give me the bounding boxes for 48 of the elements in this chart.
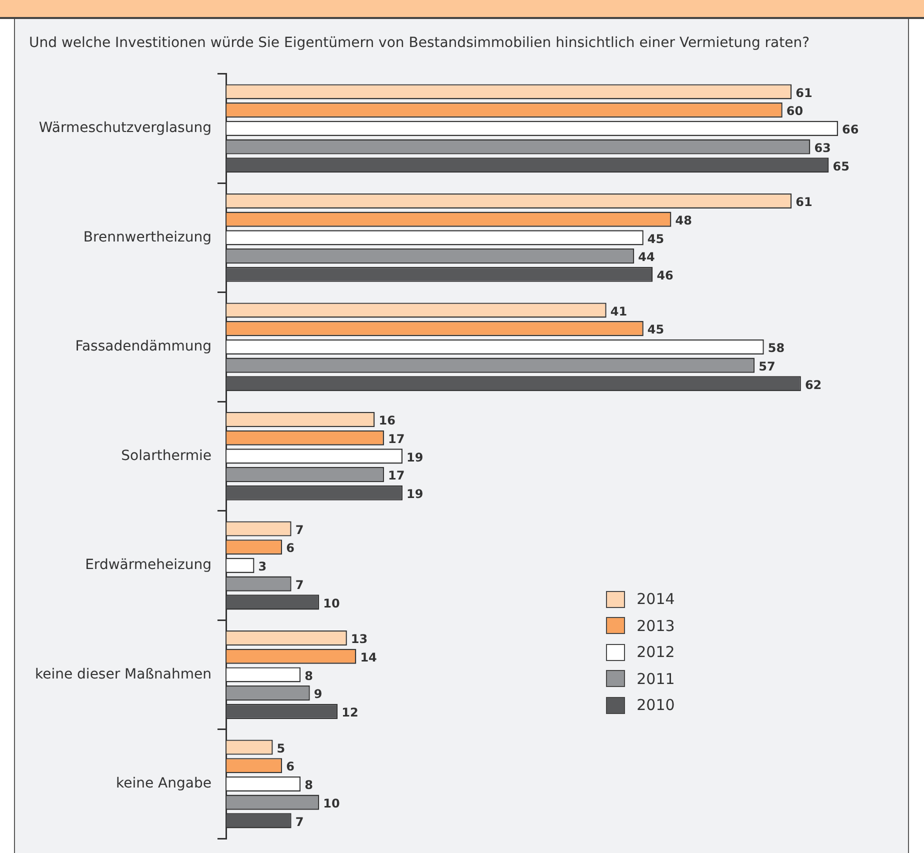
data-label: 57 bbox=[758, 359, 776, 374]
data-label: 66 bbox=[842, 122, 859, 137]
data-label: 5 bbox=[276, 741, 286, 756]
legend-label: 2014 bbox=[636, 590, 675, 608]
legend-label: 2010 bbox=[636, 696, 675, 714]
y-tick-label: Solarthermie bbox=[121, 448, 212, 464]
data-label: 46 bbox=[656, 268, 674, 283]
data-label: 8 bbox=[304, 668, 313, 683]
y-tick-label: Brennwertheizung bbox=[83, 229, 212, 246]
data-label: 60 bbox=[786, 104, 804, 118]
data-label: 48 bbox=[675, 213, 692, 228]
data-label: 9 bbox=[314, 687, 322, 702]
data-label: 63 bbox=[814, 140, 831, 155]
data-label: 16 bbox=[378, 414, 396, 428]
chart-subtitle: Und welche Investitionen würde Sie Eigentümern von Bestandsimmobilien hinsichtlich einer Vermietung raten? bbox=[29, 35, 810, 52]
data-label: 7 bbox=[295, 578, 304, 592]
data-label: 8 bbox=[304, 778, 313, 792]
data-label: 6 bbox=[286, 541, 294, 556]
data-label: 45 bbox=[647, 322, 664, 337]
data-label: 19 bbox=[406, 450, 424, 464]
data-label: 10 bbox=[323, 596, 340, 610]
y-tick-label: keine Angabe bbox=[116, 776, 212, 792]
data-label: 65 bbox=[832, 159, 850, 174]
data-label: 61 bbox=[796, 195, 812, 210]
data-label: 17 bbox=[388, 432, 405, 446]
data-label: 10 bbox=[323, 796, 340, 810]
data-label: 7 bbox=[295, 814, 304, 829]
data-label: 6 bbox=[286, 760, 294, 774]
legend-label: 2011 bbox=[636, 670, 675, 688]
y-tick-label: keine dieser Maßnahmen bbox=[34, 666, 212, 682]
y-tick-label: Erdwärmeheizung bbox=[85, 557, 212, 574]
data-label: 44 bbox=[638, 250, 655, 264]
data-label: 14 bbox=[360, 650, 377, 664]
data-label: 41 bbox=[610, 304, 628, 318]
data-label: 19 bbox=[406, 487, 424, 502]
data-label: 7 bbox=[295, 522, 304, 537]
data-label: 61 bbox=[796, 86, 812, 100]
data-label: 3 bbox=[258, 560, 267, 574]
y-tick-label: Wärmeschutzverglasung bbox=[38, 120, 212, 136]
text: 2012 bbox=[636, 643, 675, 662]
data-label: 45 bbox=[647, 232, 664, 246]
legend-label: 2013 bbox=[636, 616, 675, 635]
data-label: 58 bbox=[768, 341, 785, 356]
data-label: 62 bbox=[804, 378, 822, 392]
data-label: 13 bbox=[350, 632, 368, 646]
y-tick-label: Fassadendämmung bbox=[75, 338, 212, 355]
data-label: 17 bbox=[388, 468, 405, 483]
data-label: 12 bbox=[342, 706, 358, 720]
